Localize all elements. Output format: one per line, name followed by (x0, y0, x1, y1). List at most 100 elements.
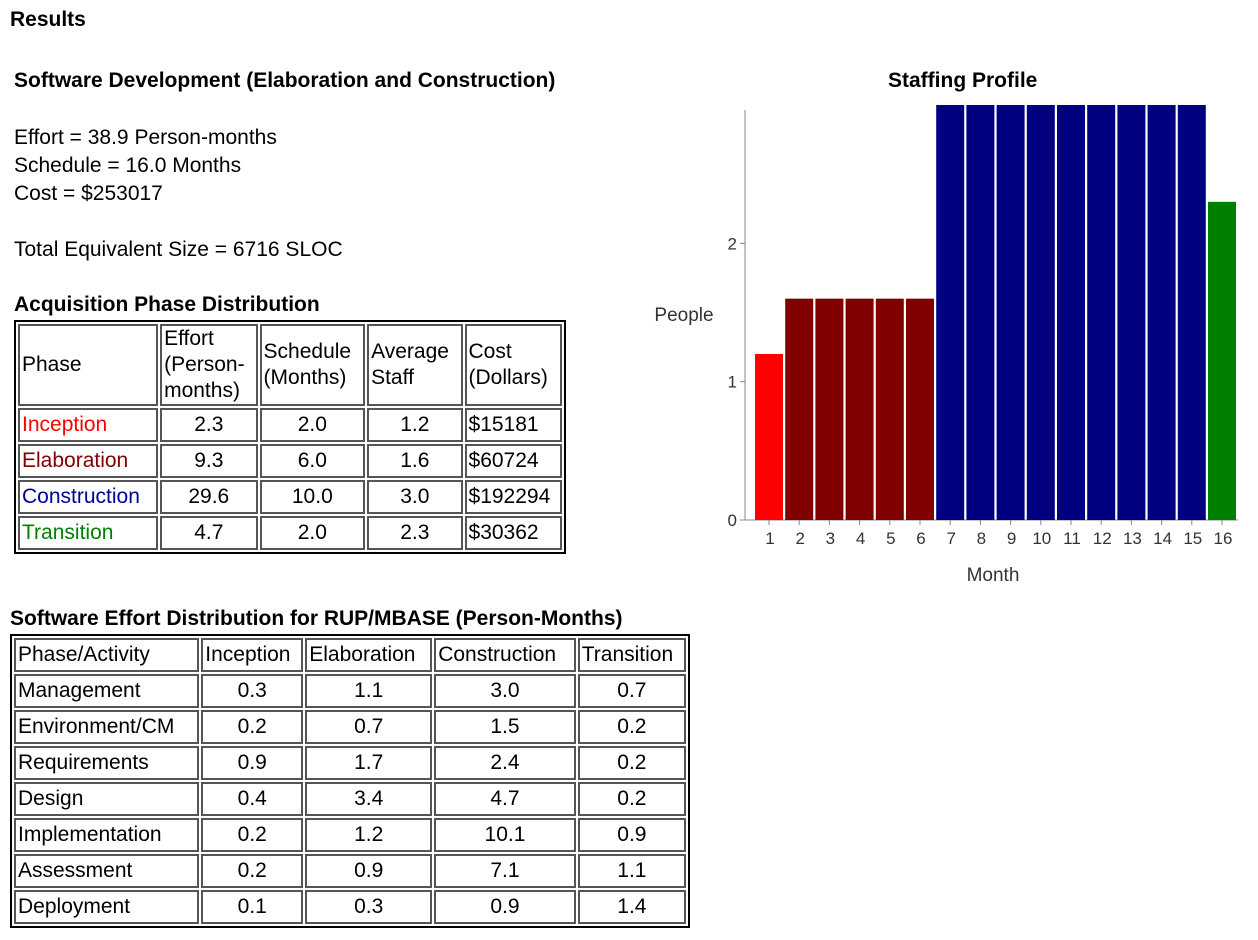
table-header-row: Phase Effort (Person- months) Schedule (… (18, 324, 562, 406)
header-schedule: Schedule (Months) (259, 324, 366, 406)
phase-table-title: Acquisition Phase Distribution (14, 293, 320, 316)
summary-title: Software Development (Elaboration and Co… (14, 69, 556, 92)
phase-schedule: 2.0 (259, 408, 366, 442)
y-tick-label: 1 (728, 373, 737, 392)
y-tick-label: 2 (728, 234, 737, 253)
phase-name-construction: Construction (18, 480, 159, 514)
effort-cell: 1.1 (305, 674, 433, 708)
phase-cost: $15181 (464, 408, 562, 442)
header-phase: Phase (18, 324, 159, 406)
bar-month-13 (1117, 105, 1146, 520)
effort-cell: 1.5 (434, 710, 576, 744)
x-tick-label: 14 (1153, 529, 1172, 548)
x-tick-label: 2 (795, 529, 804, 548)
effort-cell: 0.2 (201, 818, 304, 852)
table-row: Assessment 0.2 0.9 7.1 1.1 (14, 854, 686, 888)
effort-cell: 10.1 (434, 818, 576, 852)
effort-cell: 1.7 (305, 746, 433, 780)
phase-effort: 4.7 (160, 516, 258, 550)
effort-cell: 0.3 (305, 890, 433, 924)
effort-cell: 0.2 (201, 854, 304, 888)
table-row: Implementation 0.2 1.2 10.1 0.9 (14, 818, 686, 852)
x-tick-label: 11 (1063, 529, 1081, 548)
effort-cell: 0.4 (201, 782, 304, 816)
column-header: Elaboration (305, 638, 433, 672)
x-tick-label: 12 (1093, 529, 1112, 548)
effort-cell: 0.3 (201, 674, 304, 708)
bar-month-7 (936, 105, 965, 520)
phase-staff: 1.2 (367, 408, 463, 442)
x-tick-label: 3 (826, 529, 835, 548)
phase-effort: 29.6 (160, 480, 258, 514)
size-text: Total Equivalent Size = 6716 SLOC (14, 238, 343, 261)
y-axis-label: People (654, 305, 713, 326)
phase-name-elaboration: Elaboration (18, 444, 159, 478)
table-row: Environment/CM 0.2 0.7 1.5 0.2 (14, 710, 686, 744)
bar-month-16 (1208, 201, 1236, 520)
effort-cell: 0.7 (305, 710, 433, 744)
effort-cell: 0.9 (305, 854, 433, 888)
column-header: Transition (577, 638, 686, 672)
activity-name: Design (14, 782, 200, 816)
bar-month-9 (996, 105, 1025, 520)
chart-title: Staffing Profile (888, 69, 1038, 92)
x-axis-label: Month (967, 565, 1020, 586)
activity-name: Implementation (14, 818, 200, 852)
bar-month-8 (966, 105, 995, 520)
activity-name: Management (14, 674, 200, 708)
header-effort: Effort (Person- months) (160, 324, 258, 406)
table-header-row: Phase/Activity Inception Elaboration Constr… (14, 638, 686, 672)
effort-cell: 1.4 (577, 890, 686, 924)
column-header: Construction (434, 638, 576, 672)
cost-text: Cost = $253017 (14, 182, 163, 205)
header-average-staff: Average Staff (367, 324, 463, 406)
phase-schedule: 2.0 (259, 516, 366, 550)
effort-cell: 0.2 (201, 710, 304, 744)
table-row: Elaboration 9.3 6.0 1.6 $60724 (18, 444, 562, 478)
effort-text: Effort = 38.9 Person-months (14, 126, 277, 149)
effort-cell: 0.9 (577, 818, 686, 852)
y-tick-label: 0 (728, 511, 737, 530)
effort-cell: 0.9 (201, 746, 304, 780)
table-row: Inception 2.3 2.0 1.2 $15181 (18, 408, 562, 442)
phase-staff: 2.3 (367, 516, 463, 550)
x-tick-label: 8 (977, 529, 986, 548)
bar-month-5 (875, 298, 904, 520)
bar-month-6 (906, 298, 934, 520)
activity-name: Deployment (14, 890, 200, 924)
effort-cell: 0.7 (577, 674, 686, 708)
phase-cost: $30362 (464, 516, 562, 550)
x-tick-label: 7 (946, 529, 955, 548)
effort-cell: 3.4 (305, 782, 433, 816)
bar-month-4 (845, 298, 874, 520)
effort-cell: 2.4 (434, 746, 576, 780)
bar-month-3 (815, 298, 844, 520)
rup-table-title: Software Effort Distribution for RUP/MBA… (10, 607, 623, 630)
schedule-text: Schedule = 16.0 Months (14, 154, 242, 177)
results-heading: Results (10, 8, 86, 31)
table-row: Design 0.4 3.4 4.7 0.2 (14, 782, 686, 816)
table-row: Transition 4.7 2.0 2.3 $30362 (18, 516, 562, 550)
bar-month-10 (1026, 105, 1055, 520)
phase-effort: 9.3 (160, 444, 258, 478)
column-header: Phase/Activity (14, 638, 200, 672)
bar-month-15 (1177, 105, 1206, 520)
header-cost: Cost (Dollars) (464, 324, 562, 406)
bar-month-12 (1087, 105, 1116, 520)
table-row: Deployment 0.1 0.3 0.9 1.4 (14, 890, 686, 924)
x-tick-label: 10 (1032, 529, 1051, 548)
phase-name-transition: Transition (18, 516, 159, 550)
x-tick-label: 4 (856, 529, 865, 548)
effort-cell: 0.9 (434, 890, 576, 924)
x-tick-label: 9 (1007, 529, 1016, 548)
effort-cell: 3.0 (434, 674, 576, 708)
effort-cell: 1.2 (305, 818, 433, 852)
effort-cell: 1.1 (577, 854, 686, 888)
x-tick-label: 15 (1183, 529, 1202, 548)
effort-cell: 0.2 (577, 710, 686, 744)
x-tick-label: 6 (916, 529, 925, 548)
effort-cell: 4.7 (434, 782, 576, 816)
phase-staff: 1.6 (367, 444, 463, 478)
phase-schedule: 10.0 (259, 480, 366, 514)
